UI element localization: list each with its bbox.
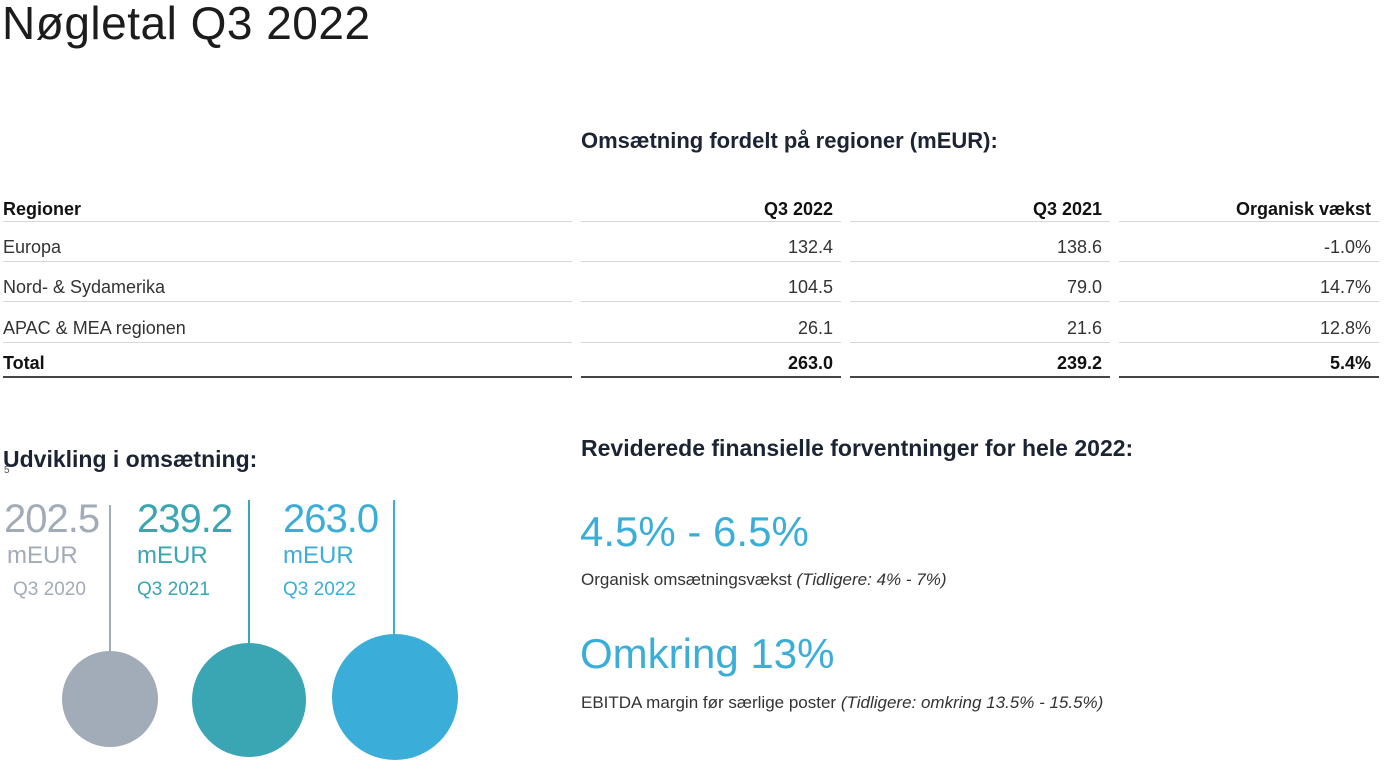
development-heading: Udvikling i omsætning: xyxy=(3,446,258,472)
page-title: Nøgletal Q3 2022 xyxy=(2,0,371,49)
year-unit: mEUR xyxy=(7,542,78,569)
total-underline xyxy=(3,376,572,378)
total-cell: 5.4% xyxy=(1329,353,1371,373)
year-block-2021: 239.2 mEUR Q3 2021 xyxy=(137,497,233,603)
guidance-value: 4.5% - 6.5% xyxy=(580,508,809,555)
column-header-organic-growth: Organisk vækst xyxy=(1235,199,1371,219)
table-column-organic-growth: Organisk vækst -1.0% 14.7% 12.8% 5.4% xyxy=(1119,190,1379,380)
column-header-q3-2021: Q3 2021 xyxy=(1032,199,1102,219)
row-divider xyxy=(850,221,1110,222)
table-cell: 26.1 xyxy=(797,318,833,338)
row-divider xyxy=(581,221,841,222)
row-divider xyxy=(1119,221,1379,222)
column-header-q3-2022: Q3 2022 xyxy=(763,199,833,219)
year-label: Q3 2020 xyxy=(13,579,86,600)
year-unit: mEUR xyxy=(137,542,208,569)
total-underline xyxy=(850,376,1110,378)
year-block-2022: 263.0 mEUR Q3 2022 xyxy=(283,497,379,603)
year-circle xyxy=(62,651,158,747)
row-divider xyxy=(3,342,572,343)
table-cell: 21.6 xyxy=(1066,318,1102,338)
region-name: APAC & MEA regionen xyxy=(3,318,186,338)
total-cell: 263.0 xyxy=(787,353,833,373)
revenue-table-heading: Omsætning fordelt på regioner (mEUR): xyxy=(581,128,998,153)
year-value: 202.5 xyxy=(4,497,100,541)
guidance-description-text: Organisk omsætningsvækst xyxy=(581,570,792,589)
row-divider xyxy=(581,301,841,302)
table-column-q3-2022: Q3 2022 132.4 104.5 26.1 263.0 xyxy=(581,190,841,380)
table-column-regions: Regioner Europa Nord- & Sydamerika APAC … xyxy=(3,190,572,380)
total-underline xyxy=(1119,376,1379,378)
row-divider xyxy=(3,221,572,222)
row-divider xyxy=(1119,301,1379,302)
table-cell: 14.7% xyxy=(1319,277,1371,297)
row-divider xyxy=(850,301,1110,302)
year-label: Q3 2021 xyxy=(137,579,210,600)
table-cell: 79.0 xyxy=(1066,277,1102,297)
guidance-previous: (Tidligere: omkring 13.5% - 15.5%) xyxy=(840,693,1104,712)
total-cell: 239.2 xyxy=(1056,353,1102,373)
year-circle xyxy=(192,643,306,757)
table-column-q3-2021: Q3 2021 138.6 79.0 21.6 239.2 xyxy=(850,190,1110,380)
year-stem xyxy=(248,500,250,645)
table-cell: 104.5 xyxy=(787,277,833,297)
row-divider xyxy=(850,342,1110,343)
region-name: Europa xyxy=(3,237,62,257)
table-cell: 138.6 xyxy=(1056,237,1102,257)
column-header-regions: Regioner xyxy=(3,199,82,219)
row-divider xyxy=(581,342,841,343)
row-divider xyxy=(850,261,1110,262)
row-divider xyxy=(581,261,841,262)
row-divider xyxy=(3,261,572,262)
guidance-heading: Reviderede finansielle forventninger for… xyxy=(581,435,1134,461)
guidance-description: EBITDA margin før særlige poster (Tidlig… xyxy=(581,693,1103,713)
year-label: Q3 2022 xyxy=(283,579,356,600)
table-cell: 12.8% xyxy=(1319,318,1371,338)
guidance-description: Organisk omsætningsvækst (Tidligere: 4% … xyxy=(581,570,946,590)
table-cell: -1.0% xyxy=(1323,237,1371,257)
row-divider xyxy=(3,301,572,302)
guidance-description-text: EBITDA margin før særlige poster xyxy=(581,693,837,712)
year-value: 239.2 xyxy=(137,497,233,541)
guidance-value: Omkring 13% xyxy=(580,630,835,677)
table-cell: 132.4 xyxy=(787,237,833,257)
year-circle xyxy=(332,634,458,760)
year-stem xyxy=(393,500,395,636)
row-divider xyxy=(1119,261,1379,262)
region-name: Nord- & Sydamerika xyxy=(3,277,166,297)
row-divider xyxy=(1119,342,1379,343)
total-underline xyxy=(581,376,841,378)
guidance-previous: (Tidligere: 4% - 7%) xyxy=(796,570,947,589)
year-block-2020: 202.5 mEUR Q3 2020 xyxy=(4,497,100,603)
footnote-mark: 5 xyxy=(4,465,10,476)
total-label: Total xyxy=(3,353,45,373)
year-stem xyxy=(109,505,111,652)
year-unit: mEUR xyxy=(283,542,354,569)
year-value: 263.0 xyxy=(283,497,379,541)
